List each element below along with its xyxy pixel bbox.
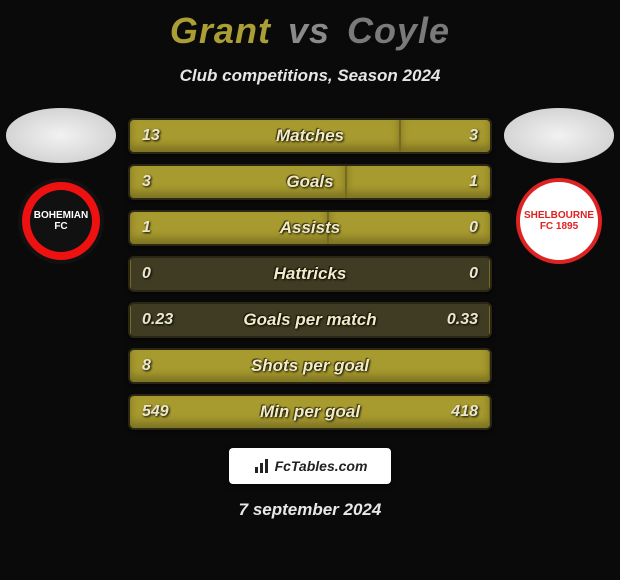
stat-value-left: 549 <box>142 396 169 428</box>
stat-label: Min per goal <box>130 396 490 428</box>
stat-value-left: 3 <box>142 166 151 198</box>
stat-row: Min per goal549 418 <box>128 394 492 430</box>
crest-left-label: BOHEMIAN FC <box>30 190 92 252</box>
stat-label: Goals per match <box>130 304 490 336</box>
player1-avatar <box>6 108 116 163</box>
chart-icon <box>253 457 271 475</box>
stat-value-left: 1 <box>142 212 151 244</box>
vs-text: vs <box>288 10 330 51</box>
stat-value-left: 0.23 <box>142 304 173 336</box>
brand-text: FcTables.com <box>275 458 368 474</box>
date-text: 7 september 2024 <box>0 500 620 520</box>
subtitle: Club competitions, Season 2024 <box>0 66 620 86</box>
stat-value-left: 8 <box>142 350 151 382</box>
stat-value-left: 13 <box>142 120 160 152</box>
crest-right-label: SHELBOURNE FC 1895 <box>520 210 598 232</box>
stat-value-right: 418 <box>451 396 478 428</box>
stat-value-right: 0 <box>469 212 478 244</box>
player2-avatar <box>504 108 614 163</box>
stat-row: Hattricks0 0 <box>128 256 492 292</box>
player2-name: Coyle <box>347 10 450 51</box>
stat-row: Goals per match0.23 0.33 <box>128 302 492 338</box>
stat-value-right: 3 <box>469 120 478 152</box>
stat-label: Hattricks <box>130 258 490 290</box>
stat-label: Goals <box>130 166 490 198</box>
club-crest-right: SHELBOURNE FC 1895 <box>516 178 602 264</box>
stat-bars-container: Matches133Goals31Assists10Hattricks00Goa… <box>128 118 492 440</box>
stat-value-left: 0 <box>142 258 151 290</box>
stat-value-right: 1 <box>469 166 478 198</box>
stat-row: Assists1 0 <box>128 210 492 246</box>
stat-value-right: 0.33 <box>447 304 478 336</box>
stat-row: Shots per goal8 <box>128 348 492 384</box>
stat-row: Goals3 1 <box>128 164 492 200</box>
club-crest-left: BOHEMIAN FC <box>18 178 104 264</box>
comparison-title: Grant vs Coyle <box>0 0 620 52</box>
stat-label: Shots per goal <box>130 350 490 382</box>
stat-label: Matches <box>130 120 490 152</box>
brand-badge: FcTables.com <box>229 448 391 484</box>
stat-row: Matches13 3 <box>128 118 492 154</box>
stat-label: Assists <box>130 212 490 244</box>
player1-name: Grant <box>170 10 271 51</box>
stat-value-right: 0 <box>469 258 478 290</box>
